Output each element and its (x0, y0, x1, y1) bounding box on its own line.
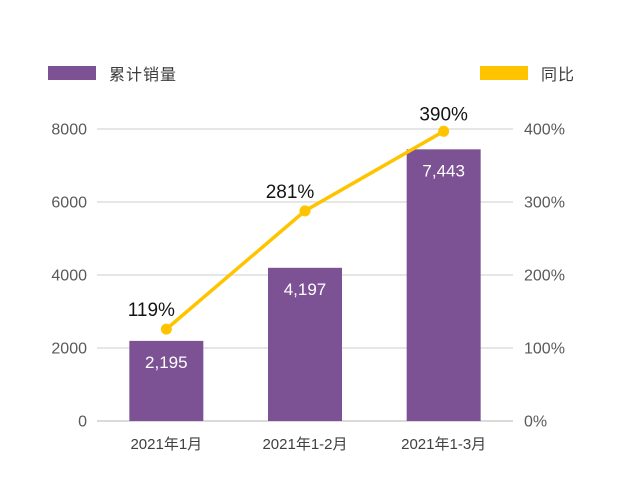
line-point-label: 119% (128, 300, 175, 321)
y-axis-left-tick-label: 4000 (51, 268, 87, 285)
x-axis-label: 2021年1-2月 (262, 436, 347, 453)
line-point-yoy (438, 125, 450, 137)
line-point-yoy (160, 323, 172, 335)
legend-swatch-cumulative-sales (48, 66, 96, 80)
legend-label-yoy: 同比 (541, 67, 576, 84)
bar-cumulative-sales (129, 340, 204, 421)
x-axis-label: 2021年1月 (130, 436, 202, 453)
y-axis-right-tick-label: 200% (524, 268, 565, 285)
y-axis-right-tick-label: 400% (524, 122, 565, 139)
line-point-label: 281% (266, 182, 315, 203)
y-axis-right-tick-label: 300% (524, 195, 565, 212)
legend-swatch-yoy (480, 66, 528, 80)
line-point-yoy (299, 205, 311, 217)
y-axis-right-tick-label: 100% (524, 341, 565, 358)
y-axis-left-tick-label: 0 (78, 414, 87, 431)
bar-cumulative-sales (406, 149, 481, 421)
y-axis-right-tick-label: 0% (524, 414, 547, 431)
legend-item-yoy: 同比 (480, 61, 575, 85)
legend-label-cumulative-sales: 累计销量 (109, 67, 178, 84)
bar-value-label: 2,195 (145, 353, 188, 372)
y-axis-left-tick-label: 6000 (51, 195, 87, 212)
y-axis-left-tick-label: 2000 (51, 341, 87, 358)
y-axis-left-tick-label: 8000 (51, 122, 87, 139)
bar-value-label: 7,443 (422, 161, 465, 180)
x-axis-label: 2021年1-3月 (401, 436, 486, 453)
line-point-label: 390% (419, 104, 468, 125)
bar-cumulative-sales (268, 267, 342, 421)
bar-value-label: 4,197 (284, 280, 327, 299)
legend-item-cumulative-sales: 累计销量 (48, 61, 177, 85)
